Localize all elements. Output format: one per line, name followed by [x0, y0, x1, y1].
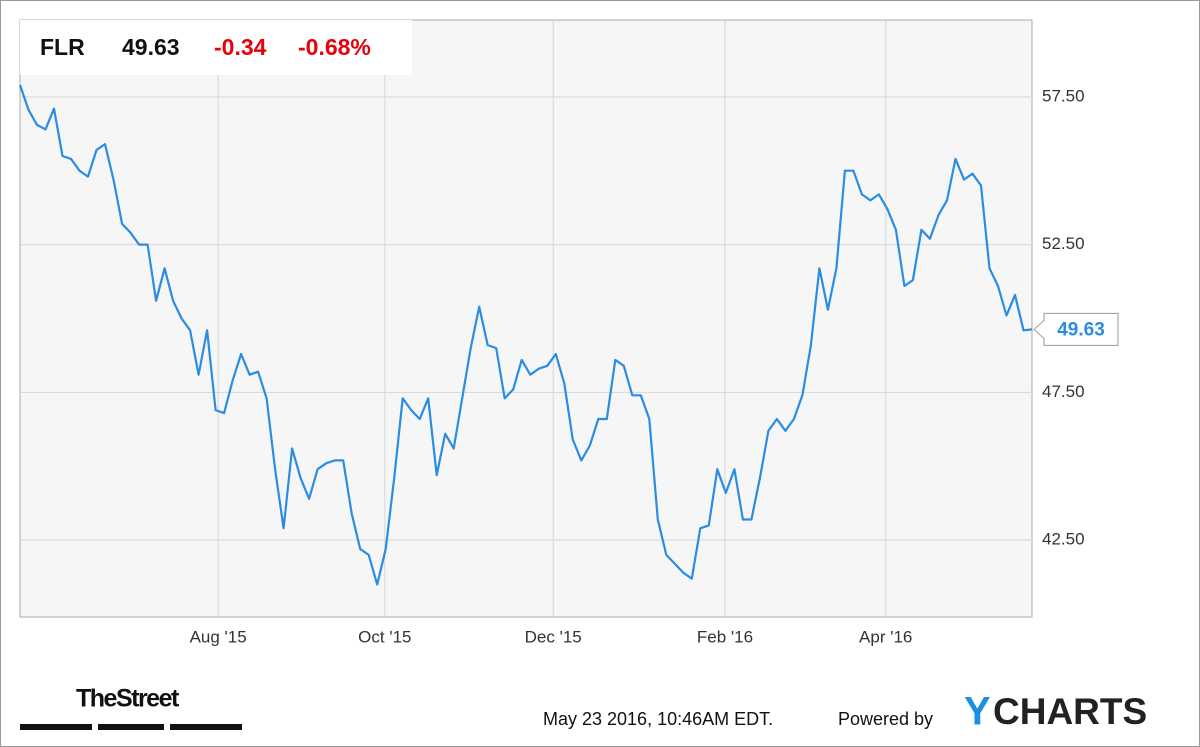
y-tick-label: 42.50 [1042, 530, 1085, 549]
logo-bar [20, 724, 92, 730]
quote-box [20, 20, 412, 75]
y-tick-label: 57.50 [1042, 86, 1085, 105]
x-tick-label: Aug '15 [190, 627, 247, 646]
powered-by: Powered by [838, 709, 933, 729]
timestamp: May 23 2016, 10:46AM EDT. [543, 709, 773, 729]
x-tick-label: Feb '16 [697, 627, 753, 646]
price-line [18, 84, 1033, 586]
x-tick-label: Dec '15 [525, 627, 582, 646]
logo-mark: Y [964, 690, 991, 734]
y-tick-label: 52.50 [1042, 234, 1085, 253]
x-tick-label: Oct '15 [358, 627, 411, 646]
price: 49.63 [122, 34, 180, 60]
change-percent: -0.68% [298, 34, 371, 60]
logo-text: CHARTS [993, 691, 1147, 732]
plot-area [19, 19, 1033, 618]
grid [20, 20, 1032, 617]
symbol: FLR [40, 34, 85, 60]
label-box [1033, 312, 1119, 346]
last-value-label: 49.63 [1033, 312, 1119, 346]
last-value: 49.63 [1057, 319, 1105, 340]
x-tick-label: Apr '16 [859, 627, 912, 646]
logo-bar [170, 724, 242, 730]
publisher-logo: TheStreet [76, 685, 180, 713]
series [18, 84, 1033, 586]
change: -0.34 [214, 34, 267, 60]
logo-bar [98, 724, 164, 730]
y-tick-label: 47.50 [1042, 382, 1085, 401]
